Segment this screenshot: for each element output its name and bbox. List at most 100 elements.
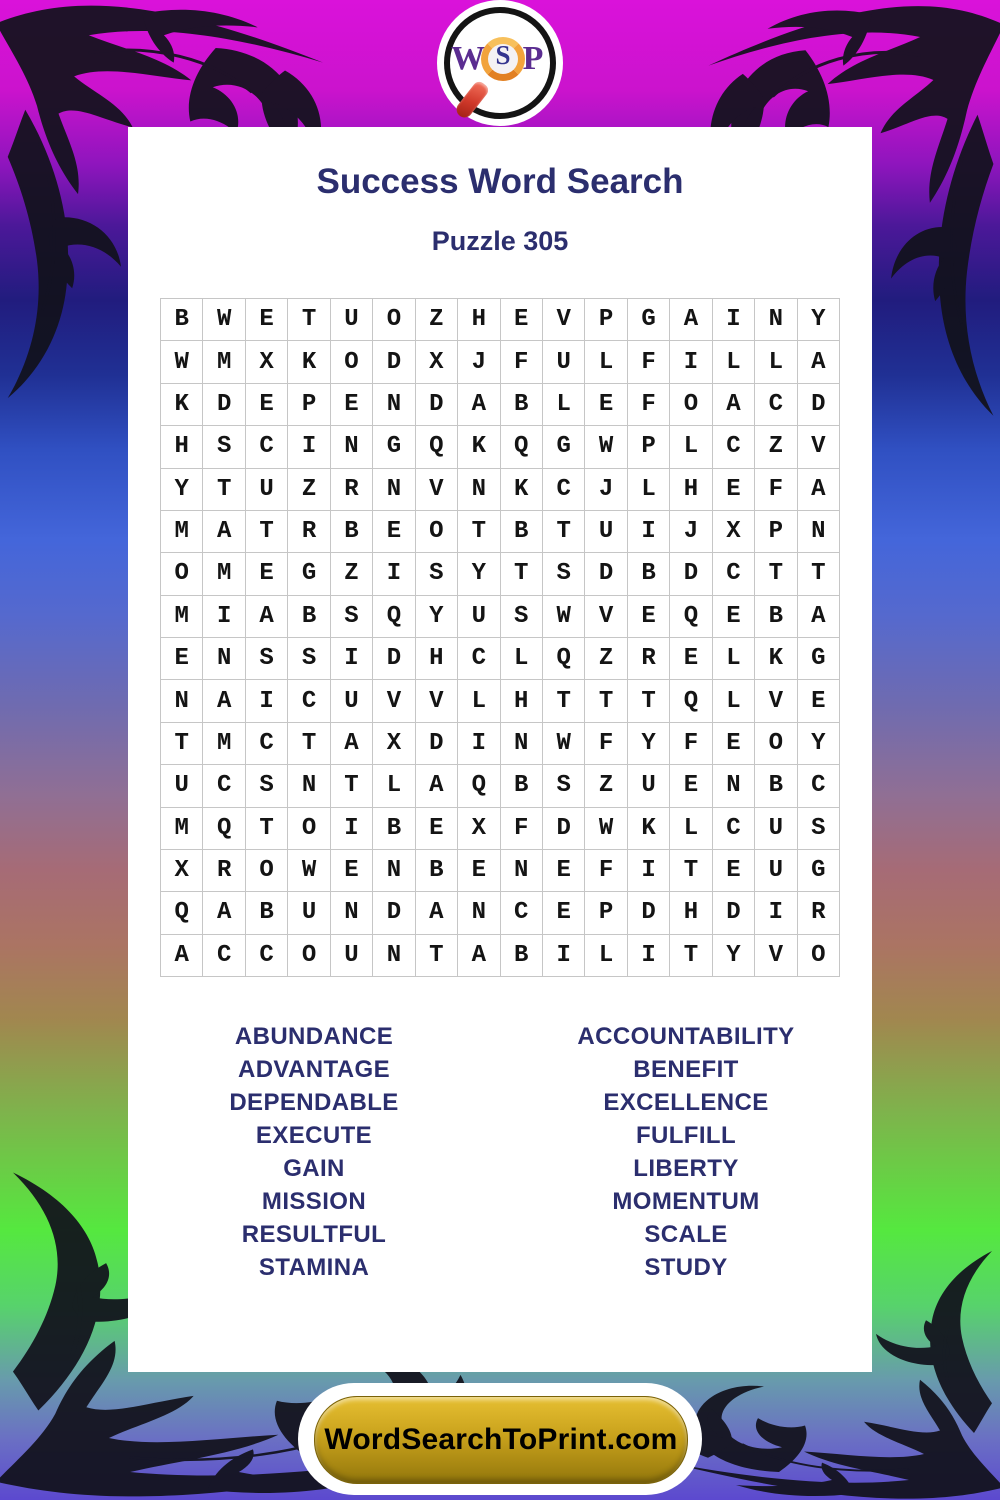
grid-cell: S	[414, 552, 459, 596]
grid-cell: Y	[414, 594, 459, 639]
grid-cell: Z	[287, 467, 331, 511]
grid-cell: N	[499, 848, 543, 893]
grid-cell: C	[244, 721, 289, 766]
grid-cell: I	[626, 509, 671, 554]
grid-cell: A	[711, 382, 756, 427]
grid-cell: K	[287, 340, 331, 384]
grid-cell: O	[287, 933, 331, 978]
grid-cell: K	[754, 636, 798, 681]
grid-cell: V	[414, 467, 459, 511]
grid-cell: M	[159, 806, 204, 850]
grid-cell: H	[159, 425, 204, 469]
grid-cell: P	[287, 382, 331, 427]
grid-cell: N	[754, 297, 798, 342]
grid-cell: E	[584, 382, 628, 427]
grid-cell: T	[541, 509, 586, 554]
word-item: EXCELLENCE	[603, 1089, 769, 1116]
grid-cell: Y	[711, 933, 756, 978]
grid-cell: M	[202, 340, 246, 384]
grid-cell: D	[372, 891, 416, 935]
grid-cell: X	[372, 721, 416, 766]
grid-cell: L	[541, 382, 586, 427]
word-list-right: ACCOUNTABILITY BENEFIT EXCELLENCE FULFILL LI…	[500, 1020, 872, 1284]
grid-cell: N	[457, 467, 501, 511]
grid-cell: E	[711, 721, 756, 766]
grid-cell: N	[457, 891, 501, 935]
grid-cell: D	[711, 891, 756, 935]
grid-cell: J	[584, 467, 628, 511]
grid-cell: A	[202, 891, 246, 935]
grid-cell: F	[626, 382, 671, 427]
grid-cell: S	[202, 425, 246, 469]
grid-cell: O	[287, 806, 331, 850]
grid-cell: A	[796, 467, 841, 511]
grid-cell: E	[711, 594, 756, 639]
grid-cell: K	[457, 425, 501, 469]
grid-cell: B	[499, 764, 543, 808]
grid-cell: A	[796, 594, 841, 639]
grid-cell: N	[372, 382, 416, 427]
grid-cell: C	[202, 764, 246, 808]
grid-cell: U	[584, 509, 628, 554]
grid-cell: C	[244, 425, 289, 469]
grid-cell: H	[457, 297, 501, 342]
grid-cell: W	[584, 425, 628, 469]
grid-cell: Y	[796, 297, 841, 342]
grid-cell: E	[711, 848, 756, 893]
grid-cell: H	[499, 679, 543, 723]
grid-cell: S	[796, 806, 841, 850]
grid-cell: E	[499, 297, 543, 342]
grid-cell: I	[626, 848, 671, 893]
grid-cell: E	[669, 764, 713, 808]
word-item: ADVANTAGE	[237, 1056, 391, 1083]
grid-cell: R	[287, 509, 331, 554]
grid-cell: T	[244, 806, 289, 850]
flourish-bottom-right-icon	[669, 1250, 1000, 1499]
grid-cell: N	[159, 679, 204, 723]
grid-cell: O	[669, 382, 713, 427]
grid-cell: Z	[584, 636, 628, 681]
grid-cell: D	[669, 552, 713, 596]
grid-cell: U	[329, 297, 374, 342]
grid-cell: Q	[159, 891, 204, 935]
grid-cell: U	[287, 891, 331, 935]
magnifier-lens-icon: S	[481, 37, 525, 81]
grid-cell: V	[754, 933, 798, 978]
grid-cell: E	[457, 848, 501, 893]
grid-cell: S	[287, 636, 331, 681]
grid-cell: I	[626, 933, 671, 978]
grid-cell: R	[626, 636, 671, 681]
word-list-column-left: ABUNDANCE ADVANTAGE DEPENDABLE EXECUTE GAIN M…	[128, 1020, 500, 1284]
grid-cell: G	[541, 425, 586, 469]
grid-cell: Q	[669, 594, 713, 639]
grid-cell: F	[499, 806, 543, 850]
grid-cell: Q	[372, 594, 416, 639]
grid-cell: I	[754, 891, 798, 935]
grid-cell: M	[202, 552, 246, 596]
grid-cell: D	[796, 382, 841, 427]
word-item: DEPENDABLE	[229, 1089, 399, 1116]
grid-cell: Y	[159, 467, 204, 511]
grid-cell: E	[796, 679, 841, 723]
grid-cell: V	[584, 594, 628, 639]
grid-cell: Z	[329, 552, 374, 596]
grid-cell: A	[414, 891, 459, 935]
grid-cell: S	[244, 636, 289, 681]
grid-cell: B	[499, 933, 543, 978]
grid-cell: F	[584, 848, 628, 893]
grid-cell: W	[541, 721, 586, 766]
word-item: MOMENTUM	[612, 1188, 760, 1215]
grid-cell: U	[244, 467, 289, 511]
grid-cell: T	[669, 933, 713, 978]
word-list-column-right: ACCOUNTABILITY BENEFIT EXCELLENCE FULFILL LI…	[500, 1020, 872, 1284]
grid-cell: R	[796, 891, 841, 935]
grid-cell: D	[414, 721, 459, 766]
site-button[interactable]: WordSearchToPrint.com	[314, 1396, 688, 1484]
grid-cell: B	[414, 848, 459, 893]
grid-cell: B	[287, 594, 331, 639]
grid-cell: A	[414, 764, 459, 808]
